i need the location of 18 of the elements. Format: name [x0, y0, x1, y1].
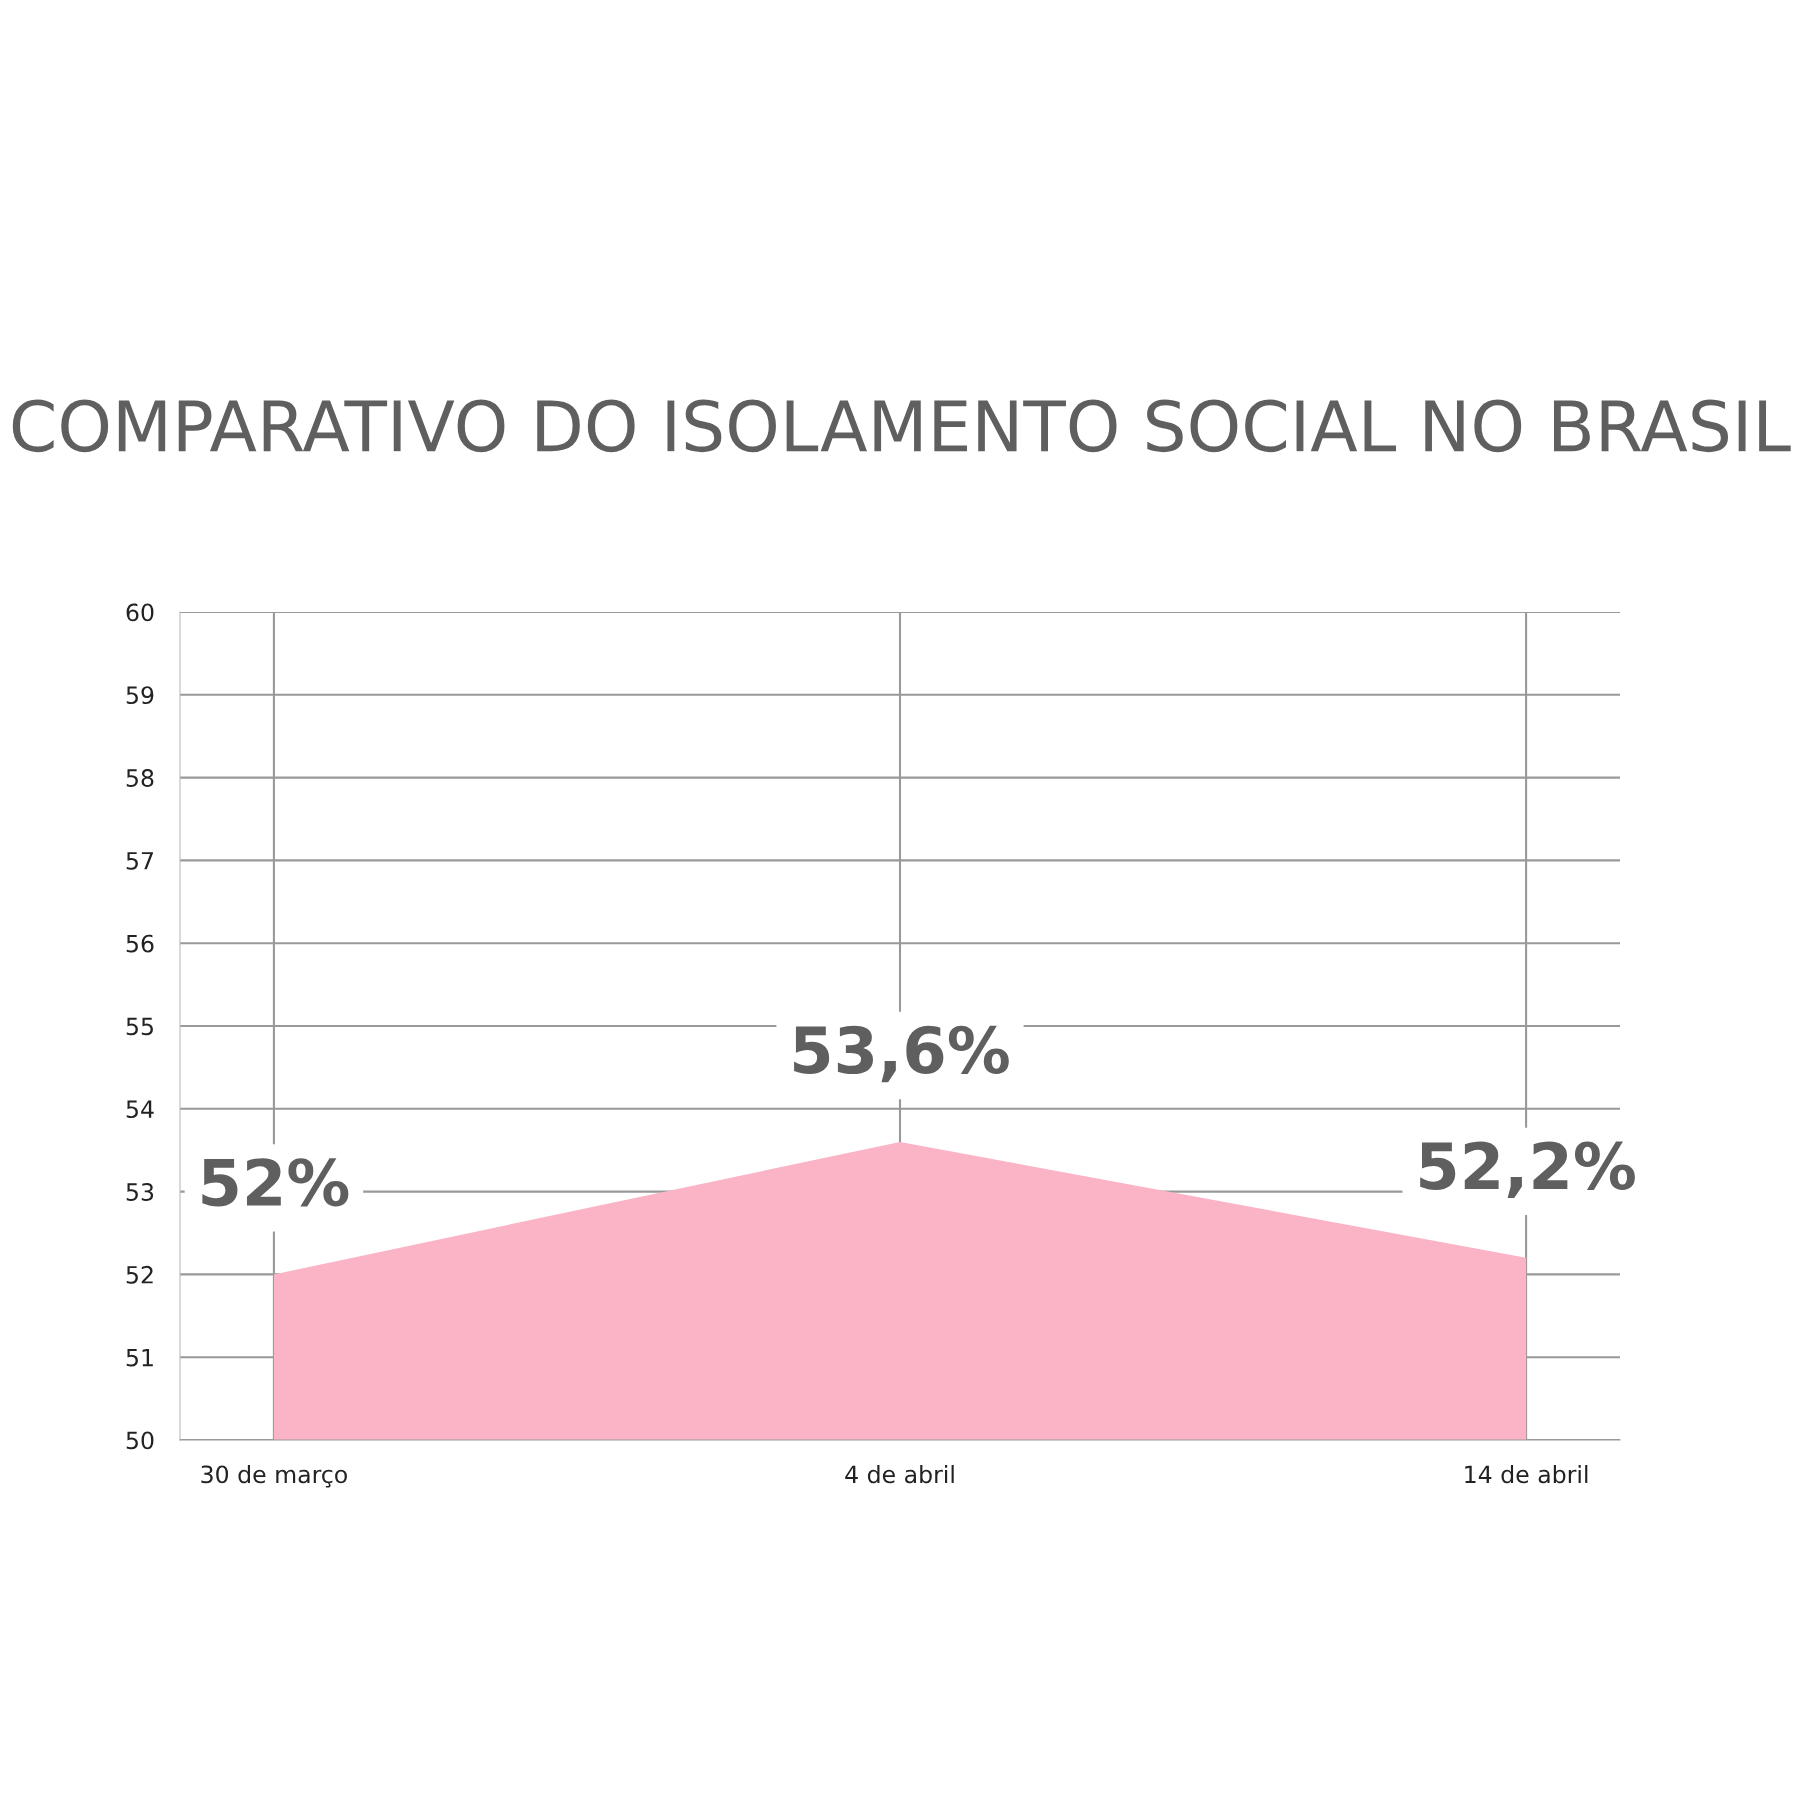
y-tick-label: 50 [126, 1431, 154, 1450]
x-tick-label: 14 de abril [1465, 1465, 1588, 1484]
y-tick-label: 56 [126, 934, 154, 953]
y-tick-label: 60 [126, 603, 154, 622]
x-tick-label: 4 de abril [845, 1465, 954, 1484]
y-tick-label: 52 [126, 1265, 153, 1284]
y-tick-label: 55 [126, 1017, 153, 1036]
x-tick-label: 30 de março [201, 1465, 347, 1488]
chart-title: COMPARATIVO DO ISOLAMENTO SOCIAL NO BRASIL [12, 399, 1791, 453]
y-tick-label: 51 [126, 1348, 153, 1367]
data-label: 53,6% [794, 1025, 1009, 1083]
y-tick-label: 54 [126, 1100, 154, 1119]
y-tick-label: 58 [126, 769, 154, 787]
data-label: 52,2% [1420, 1141, 1635, 1199]
y-tick-label: 59 [126, 686, 154, 705]
data-label: 52% [202, 1158, 349, 1207]
y-tick-label: 57 [126, 852, 153, 870]
y-tick-label: 53 [126, 1183, 154, 1201]
